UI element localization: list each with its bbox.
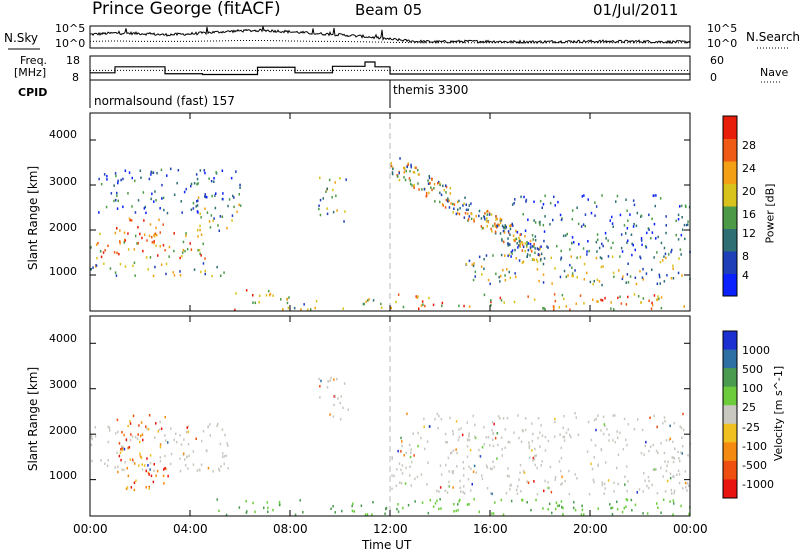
vel-cb-tick-m500: -500 [742,459,767,472]
nsky-label: N.Sky [4,31,39,45]
velocity-colorbar-swatch [723,405,737,425]
nsearch-series-line [89,40,690,44]
power-cb-tick-16: 16 [742,208,756,221]
xtick-1: 04:00 [173,522,208,536]
power-cb-tick-24: 24 [742,162,756,175]
cpid-label: CPID [18,86,48,99]
power-colorbar-swatch [723,206,737,229]
velocity-colorbar-swatch [723,460,737,480]
freq-unit-label: [MHz] [14,66,47,79]
power-colorbar-frame [722,115,738,297]
xlabel: Time UT [362,538,412,552]
xtick-0: 00:00 [73,522,108,536]
velocity-ytick-3000: 3000 [49,378,77,391]
vel-cb-tick-25: 25 [742,401,756,414]
nave-label: Nave [760,66,789,79]
noise-right-tick-top: 10^5 [707,22,738,35]
velocity-ytick-1000: 1000 [49,469,77,482]
xtick-6: 00:00 [673,522,708,536]
power-ytick-3000: 3000 [49,175,77,188]
power-cb-tick-4: 4 [742,269,749,282]
vel-cb-tick-m25: -25 [742,421,760,434]
vel-cb-tick-m1000: -1000 [742,478,774,491]
xtick-3: 12:00 [373,522,408,536]
vel-cb-tick-1000: 1000 [742,344,770,357]
nave-right-tick-top: 60 [710,54,724,67]
velocity-data-cells [90,376,692,517]
power-colorbar-swatch [723,116,737,139]
velocity-colorbar-swatch [723,479,737,499]
nsky-series-line [90,26,691,45]
beam-title: Beam 05 [355,1,423,19]
noise-right-tick-bottom: 10^0 [707,37,738,50]
power-colorbar-swatch [723,183,737,207]
noise-panel-frame [89,25,691,49]
vel-cb-tick-500: 500 [742,363,763,376]
power-colorbar-swatch [723,161,737,184]
station-title: Prince George (fitACF) [92,0,281,19]
vel-cb-tick-m100: -100 [742,440,767,453]
freq-left-tick-bottom: 8 [72,71,79,84]
power-ytick-1000: 1000 [49,265,77,278]
power-colorbar-swatch [723,251,737,274]
xtick-4: 16:00 [473,522,508,536]
power-cb-tick-8: 8 [742,250,749,263]
noise-left-tick-top: 10^5 [55,22,86,35]
cpid-segment-1: normalsound (fast) 157 [94,94,235,108]
velocity-colorbar-swatch [723,331,737,351]
nsearch-label: N.Search [746,30,800,44]
power-ytick-4000: 4000 [49,128,77,141]
xtick-5: 20:00 [573,522,608,536]
velocity-colorbar-swatch [723,386,737,406]
vel-cb-tick-100: 100 [742,382,763,395]
freq-left-tick-top: 18 [66,54,80,67]
date-title: 01/Jul/2011 [593,1,679,19]
power-colorbar-swatch [723,138,737,162]
cpid-segment-2: themis 3300 [393,83,469,97]
freq-label: Freq. [20,54,48,67]
freq-series-line [90,61,690,76]
power-data-cells [90,157,691,312]
power-ytick-2000: 2000 [49,221,77,234]
velocity-colorbar-swatch [723,368,737,388]
nave-right-tick-bottom: 0 [710,71,717,84]
power-cb-tick-28: 28 [742,139,756,152]
power-cb-tick-12: 12 [742,227,756,240]
power-cb-tick-20: 20 [742,185,756,198]
velocity-ytick-4000: 4000 [49,332,77,345]
power-colorbar-swatch [723,228,737,252]
velocity-colorbar-frame [722,330,738,499]
velocity-colorbar-swatch [723,442,737,462]
velocity-ytick-2000: 2000 [49,424,77,437]
velocity-colorbar-swatch [723,349,737,369]
velocity-colorbar-swatch [723,423,737,443]
power-colorbar-swatch [723,273,737,297]
noise-left-tick-bottom: 10^0 [55,37,86,50]
xtick-2: 08:00 [273,522,308,536]
